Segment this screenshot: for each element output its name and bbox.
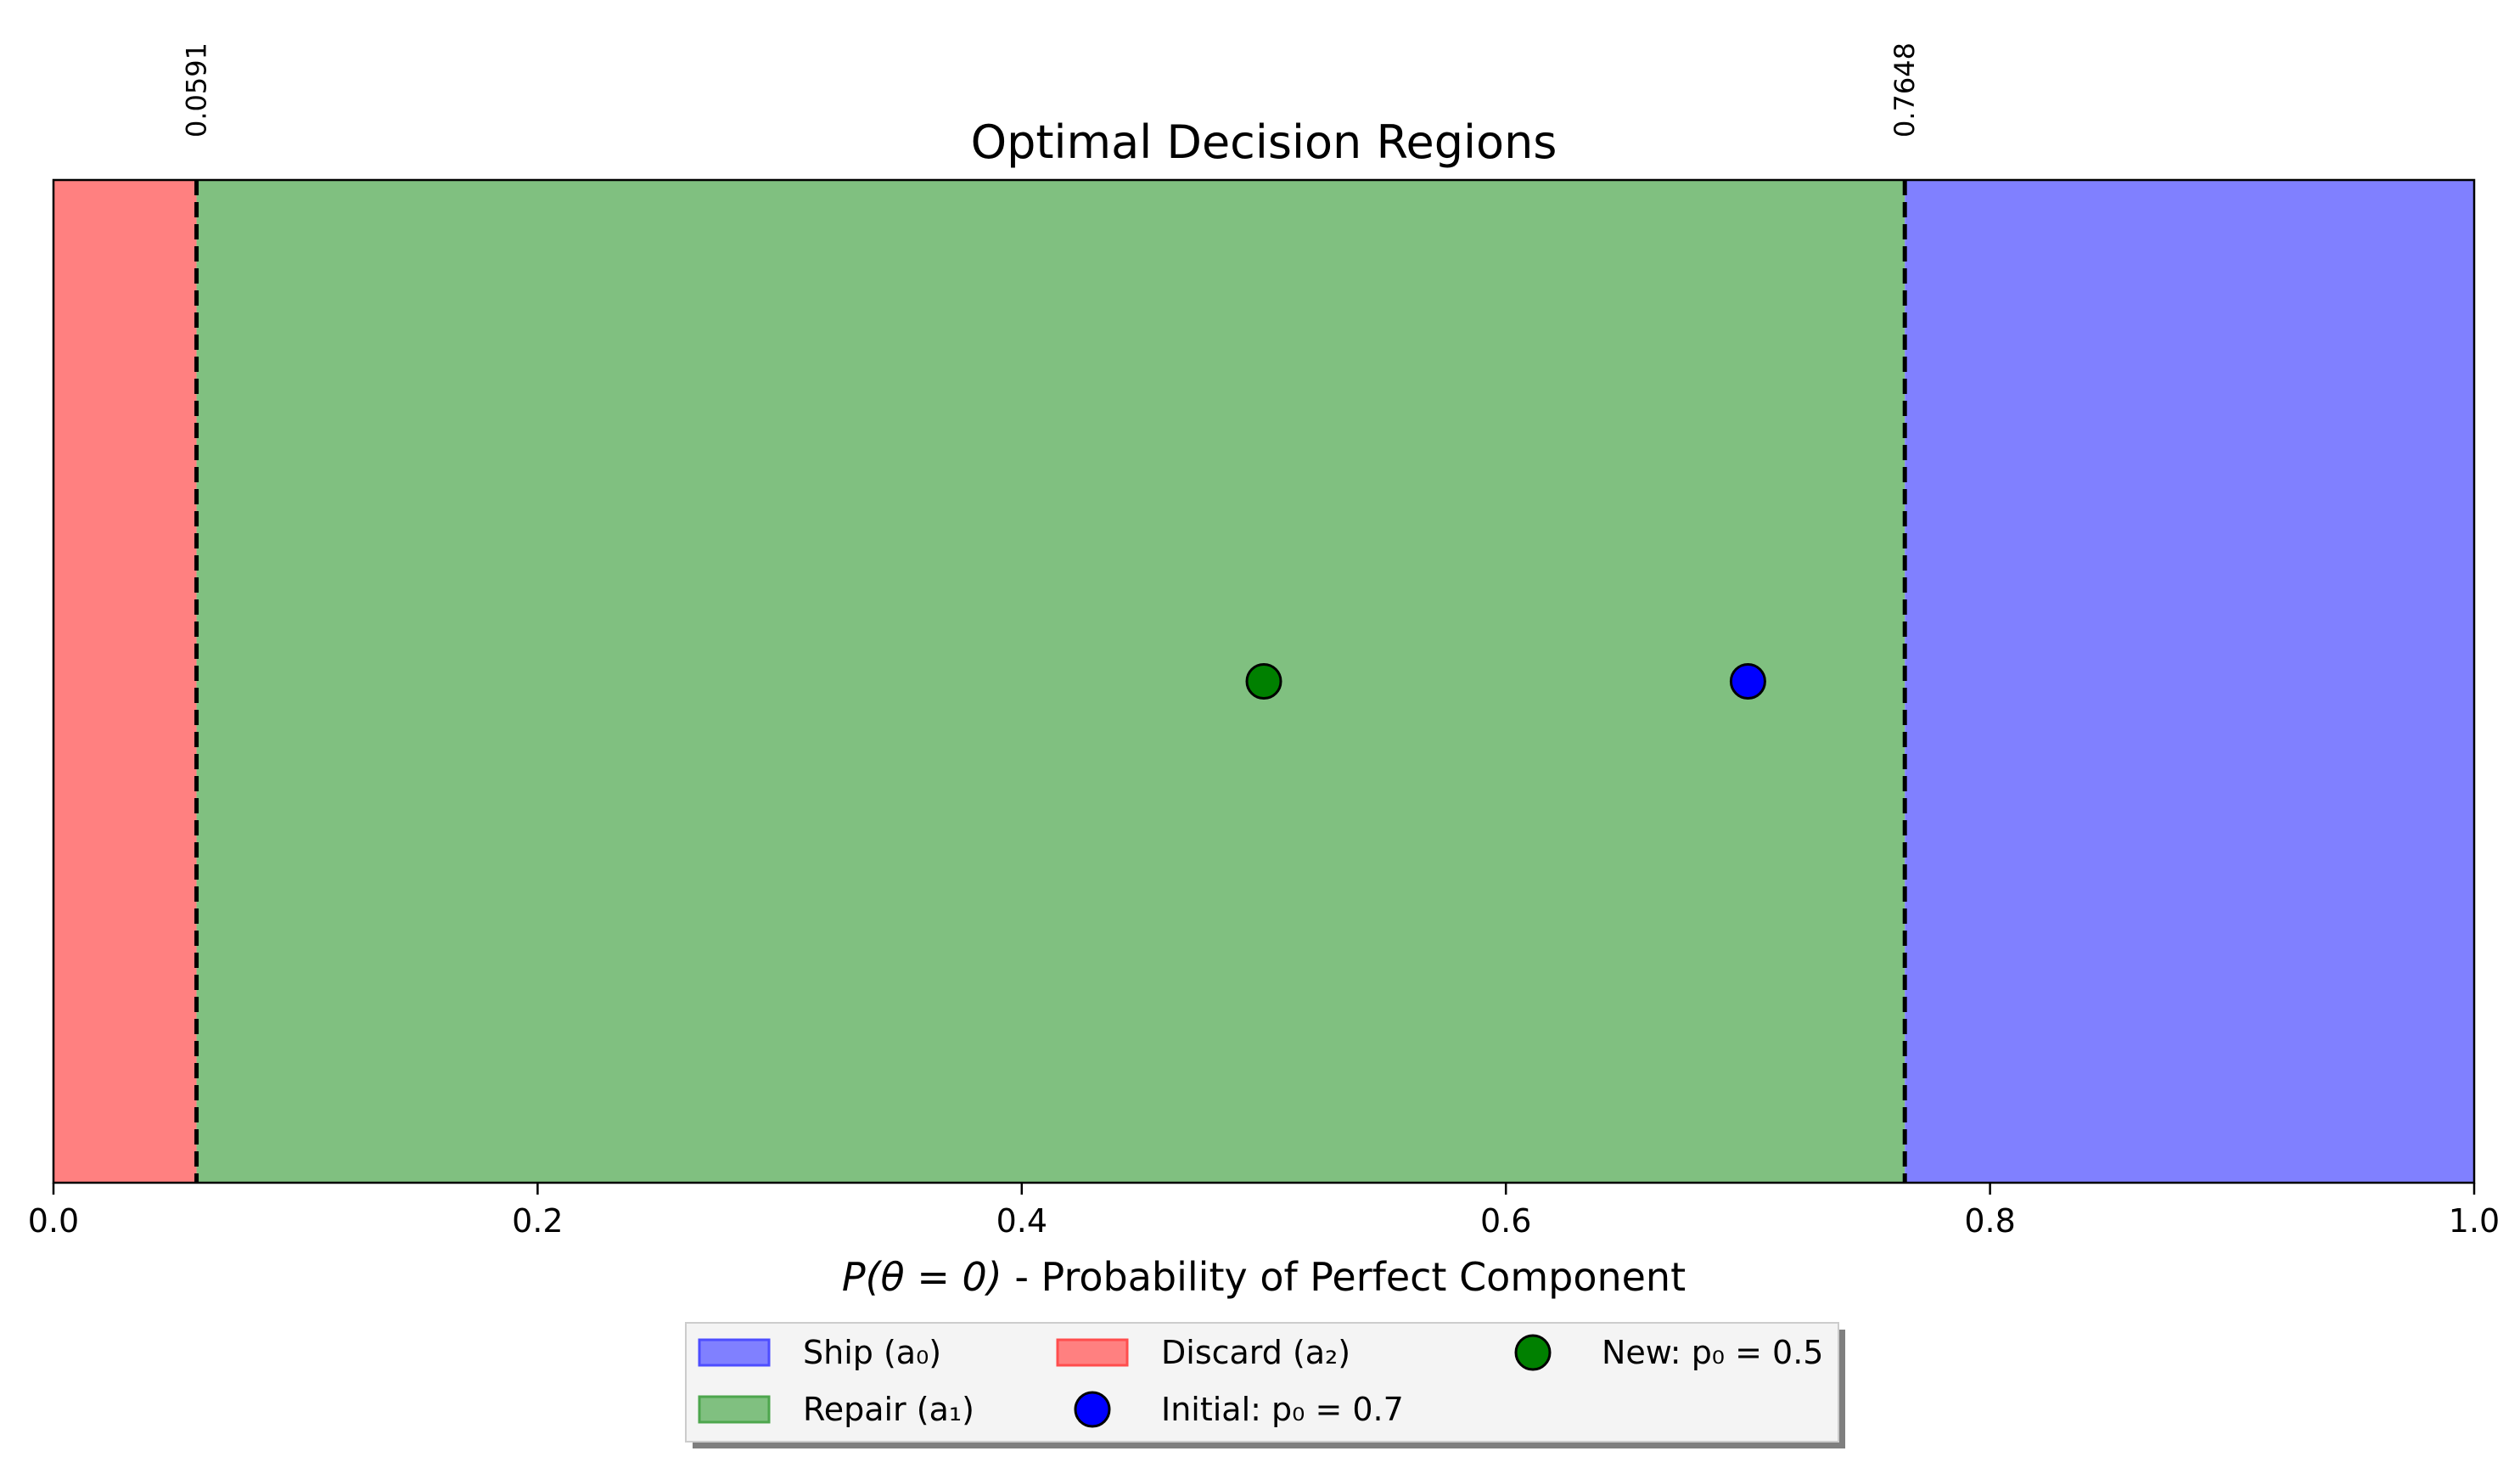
chart-title: Optimal Decision Regions xyxy=(971,115,1557,169)
threshold-layer: 0.0591 0.7648 xyxy=(181,42,1921,1183)
point-0 xyxy=(1245,663,1282,700)
region-2 xyxy=(1905,180,2474,1183)
legend-swatch-1 xyxy=(698,1395,771,1424)
x-axis-ticks: 0.0 0.2 0.4 0.6 0.8 1.0 xyxy=(28,1183,2500,1240)
x-tick-label-5: 1.0 xyxy=(2449,1202,2500,1240)
region-1 xyxy=(196,180,1905,1183)
point-1 xyxy=(1729,663,1766,700)
x-tick-label-3: 0.6 xyxy=(1480,1202,1531,1240)
legend-label-3: Initial: p₀ = 0.7 xyxy=(1161,1391,1404,1428)
plot-frame xyxy=(52,178,2476,1184)
x-axis-label-italic: P(θ = 0) xyxy=(842,1254,1002,1300)
x-axis-label-rest: - Probability of Perfect Component xyxy=(1002,1254,1686,1300)
legend-label-0: Ship (a₀) xyxy=(803,1334,941,1371)
legend-swatch-0 xyxy=(698,1338,771,1367)
legend: Ship (a₀) Repair (a₁) Discard (a₂) Initial:… xyxy=(685,1322,1845,1448)
legend-label-1: Repair (a₁) xyxy=(803,1391,974,1428)
legend-box xyxy=(685,1322,1839,1443)
legend-swatch-2 xyxy=(1056,1338,1129,1367)
regions-layer xyxy=(53,180,2474,1183)
threshold-label-1: 0.7648 xyxy=(1889,42,1921,138)
x-tick-label-0: 0.0 xyxy=(28,1202,79,1240)
legend-label-4: New: p₀ = 0.5 xyxy=(1602,1334,1823,1371)
legend-label-2: Discard (a₂) xyxy=(1161,1334,1350,1371)
legend-marker-4 xyxy=(1514,1334,1552,1371)
region-0 xyxy=(53,180,197,1183)
x-tick-label-1: 0.2 xyxy=(512,1202,563,1240)
x-axis-label: P(θ = 0) - Probability of Perfect Compon… xyxy=(842,1254,1686,1300)
x-tick-label-4: 0.8 xyxy=(1964,1202,2015,1240)
threshold-label-0: 0.0591 xyxy=(181,42,213,138)
points-layer xyxy=(1245,663,1766,700)
legend-marker-3 xyxy=(1074,1391,1111,1428)
x-tick-label-2: 0.4 xyxy=(996,1202,1047,1240)
